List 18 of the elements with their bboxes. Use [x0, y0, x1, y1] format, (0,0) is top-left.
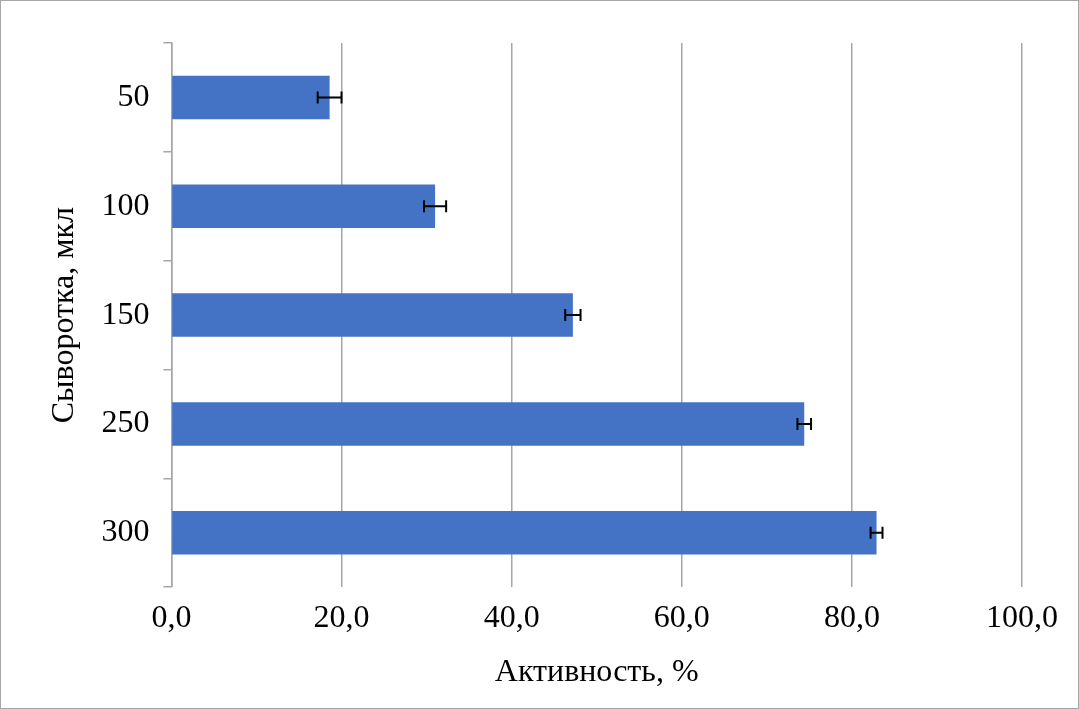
y-tick-label: 150	[101, 294, 150, 331]
bar	[172, 402, 805, 446]
x-tick-label: 60,0	[653, 597, 710, 634]
x-tick-label: 100,0	[986, 597, 1058, 634]
bar	[172, 75, 330, 120]
x-tick-label: 0,0	[151, 597, 192, 634]
bar	[172, 293, 573, 337]
y-tick-label: 250	[101, 403, 150, 440]
y-tick-label: 100	[101, 185, 150, 222]
y-tick-label: 300	[101, 512, 150, 549]
bar	[172, 511, 877, 555]
y-axis-title: Сыворотка, мкл	[43, 206, 80, 424]
y-tick-label: 50	[117, 76, 150, 113]
x-tick-label: 40,0	[483, 597, 540, 634]
x-tick-label: 20,0	[313, 597, 370, 634]
bar	[172, 184, 436, 229]
x-tick-label: 80,0	[823, 597, 880, 634]
x-axis-title: Активность, %	[494, 652, 699, 689]
